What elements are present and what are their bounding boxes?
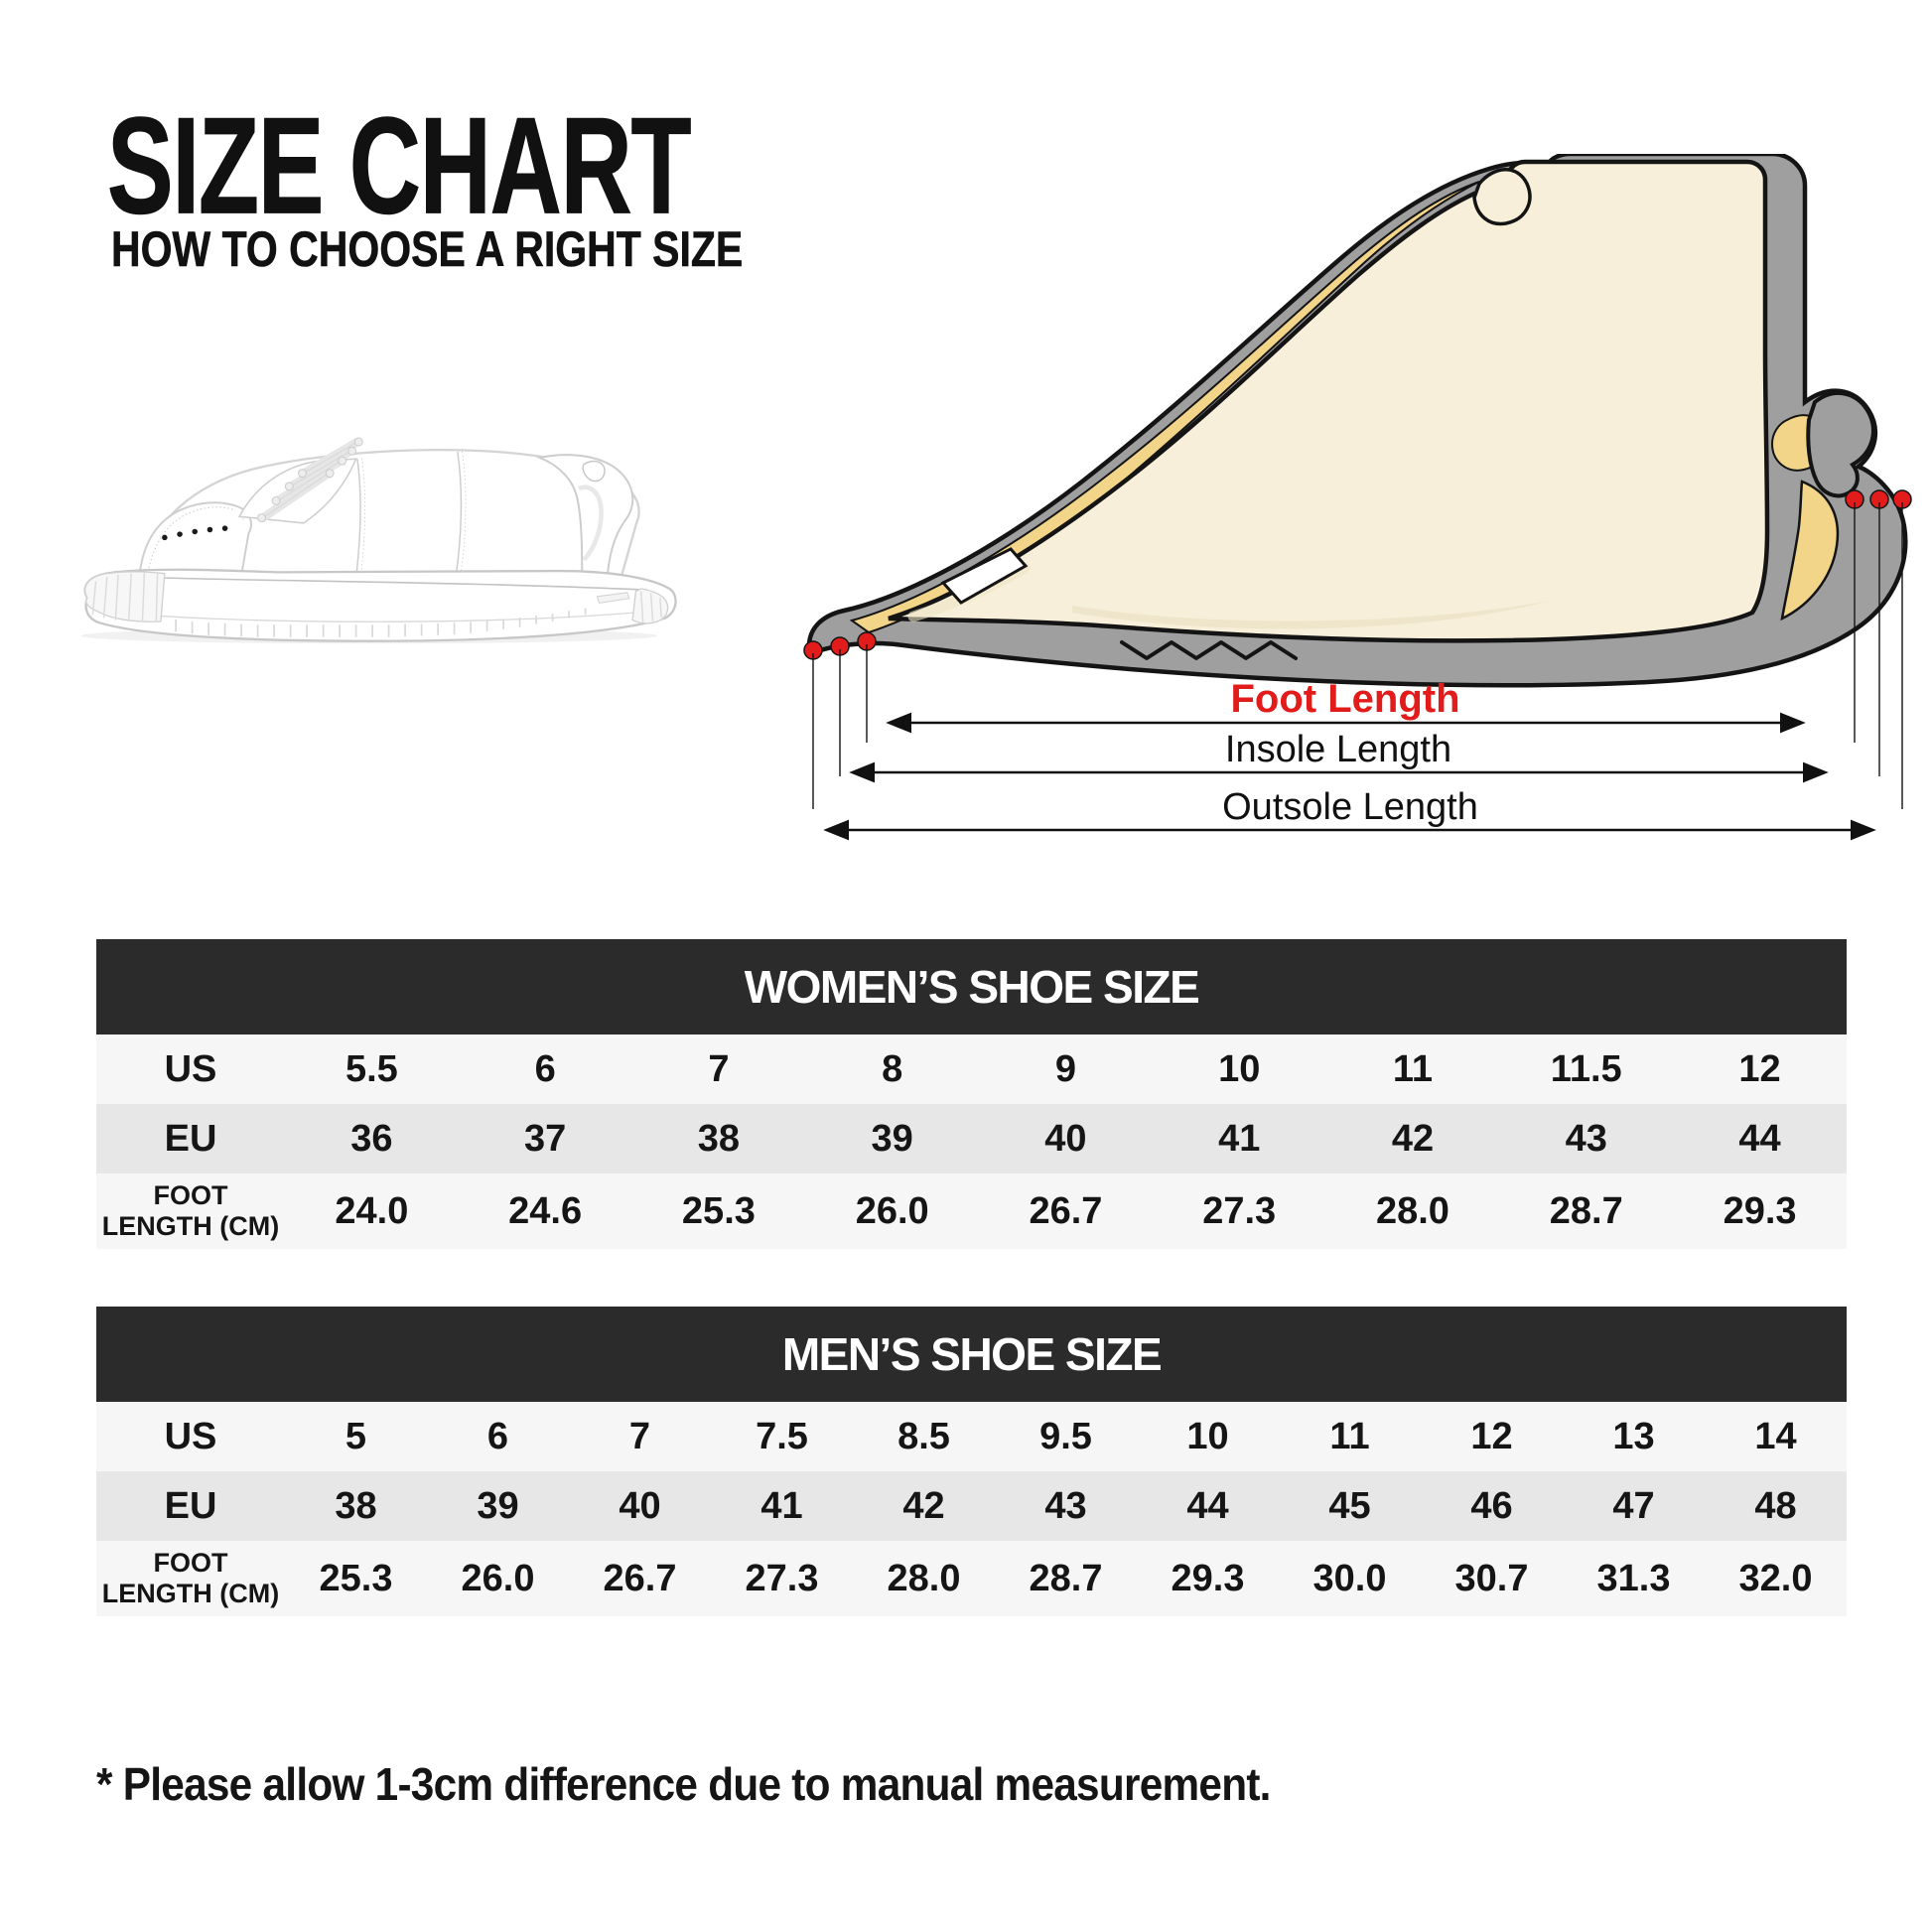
svg-text:Insole Length: Insole Length: [1225, 729, 1451, 770]
svg-text:Outsole Length: Outsole Length: [1222, 786, 1478, 828]
svg-text:Foot Length: Foot Length: [1230, 677, 1459, 721]
